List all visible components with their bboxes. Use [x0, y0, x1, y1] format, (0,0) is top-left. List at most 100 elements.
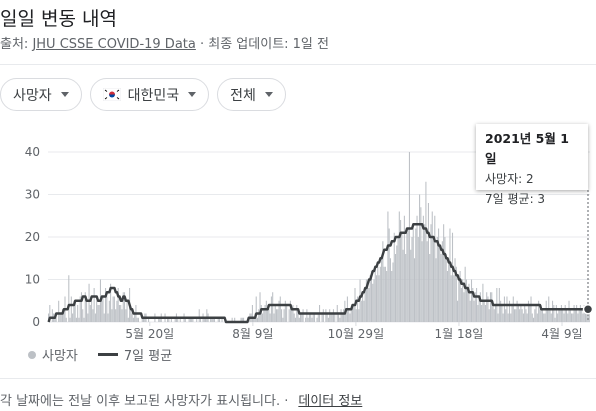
bar	[482, 283, 484, 322]
bar	[68, 275, 70, 322]
footer-divider	[0, 378, 596, 379]
bar	[579, 305, 581, 322]
bar	[338, 313, 340, 322]
bar	[472, 288, 474, 322]
bar	[573, 305, 575, 322]
bar	[94, 313, 96, 322]
bar	[427, 203, 429, 322]
bar	[97, 305, 99, 322]
bar	[397, 237, 399, 322]
bar	[560, 305, 562, 322]
bar	[527, 300, 530, 322]
metric-dropdown[interactable]: 사망자	[0, 78, 82, 111]
bar	[126, 300, 128, 322]
bar	[576, 305, 578, 322]
bar	[505, 309, 507, 322]
bar	[563, 313, 565, 322]
bar	[411, 237, 413, 322]
bar	[540, 305, 542, 322]
bar	[77, 305, 79, 322]
bar	[127, 317, 129, 322]
bar	[387, 211, 389, 322]
bar	[189, 317, 191, 322]
bar	[283, 309, 285, 322]
bar	[464, 266, 466, 322]
bar	[379, 266, 381, 322]
bar	[341, 313, 343, 322]
bar	[420, 207, 422, 322]
bar	[484, 305, 486, 322]
bar	[322, 309, 324, 322]
bar	[416, 215, 418, 322]
country-dropdown[interactable]: 대한민국	[89, 78, 210, 111]
bar	[92, 309, 94, 322]
bar	[435, 258, 437, 322]
bar	[406, 232, 408, 322]
bar	[348, 309, 350, 322]
hover-point	[582, 304, 594, 315]
bar	[85, 300, 88, 322]
bar	[184, 317, 186, 322]
bar	[210, 317, 212, 322]
bar	[578, 309, 580, 322]
bar	[431, 211, 433, 322]
bar	[78, 317, 80, 322]
bar	[543, 313, 545, 322]
bar	[582, 313, 584, 322]
tooltip-average: 7일 평균: 3	[485, 192, 546, 206]
bar	[63, 309, 65, 322]
bar	[123, 292, 126, 322]
bar	[273, 313, 275, 322]
bar	[529, 305, 531, 322]
bar	[298, 317, 300, 322]
bar	[460, 288, 462, 322]
bar	[412, 228, 414, 322]
bar	[179, 317, 181, 322]
bar	[368, 288, 370, 322]
bar	[116, 300, 118, 322]
bar	[403, 215, 405, 322]
bar	[410, 249, 412, 322]
bar	[506, 296, 508, 322]
bar	[364, 292, 366, 322]
deaths-chart[interactable]: 0 10 20 30 40 5월 20일 8월 9일 10월 29일 1월 18일 4월 9일	[0, 0, 596, 345]
bar	[108, 300, 110, 322]
y-tick-label: 30	[25, 188, 40, 202]
bar	[351, 305, 354, 322]
bar	[583, 305, 585, 322]
bar	[131, 313, 133, 322]
y-tick-label: 0	[32, 315, 40, 329]
data-info-link[interactable]: 데이터 정보	[298, 394, 363, 409]
bar	[372, 283, 374, 322]
footer: 각 날짜에는 전날 이후 보고된 사망자가 표시됩니다. · 데이터 정보	[0, 390, 362, 409]
bar	[426, 241, 428, 322]
bar	[454, 258, 456, 322]
bar	[358, 309, 360, 322]
bar	[122, 292, 124, 322]
bar	[407, 228, 409, 322]
bar	[111, 309, 113, 322]
bar	[497, 313, 499, 322]
bar	[396, 245, 398, 322]
bar	[555, 305, 557, 322]
bar	[546, 309, 549, 322]
bar	[251, 305, 253, 322]
bar	[275, 309, 278, 322]
bar	[132, 317, 134, 322]
bar	[477, 305, 479, 322]
bar	[474, 292, 476, 322]
bar	[177, 317, 179, 322]
y-tick-label: 10	[25, 273, 40, 287]
bar	[588, 313, 590, 322]
bar	[268, 309, 270, 322]
source-link[interactable]: JHU CSSE COVID-19 Data	[32, 37, 196, 52]
bar	[199, 317, 202, 322]
bar	[459, 271, 461, 322]
bar	[110, 283, 112, 322]
bar	[553, 305, 555, 322]
bar	[400, 220, 402, 322]
region-dropdown[interactable]: 전체	[217, 78, 286, 111]
bar	[495, 305, 497, 322]
bar	[205, 317, 207, 322]
bar	[510, 313, 512, 322]
